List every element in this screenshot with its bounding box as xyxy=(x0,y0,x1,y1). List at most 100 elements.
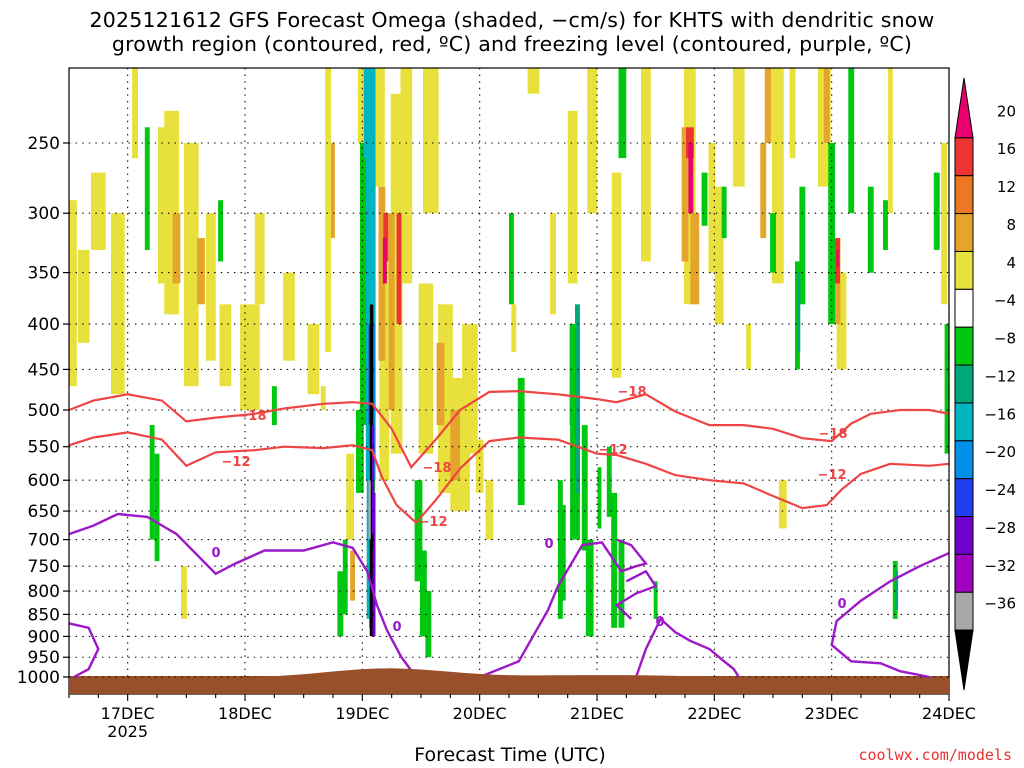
y-tick-label: 350 xyxy=(28,264,60,284)
omega-cell xyxy=(420,550,427,637)
contour-label: 0 xyxy=(392,620,401,635)
omega-cell xyxy=(567,110,578,284)
colorbar-swatch xyxy=(954,478,974,518)
contour-label: −18 xyxy=(819,427,848,442)
omega-cell xyxy=(533,57,539,59)
omega-cell xyxy=(447,57,454,59)
omega-cell xyxy=(810,57,815,59)
omega-cell xyxy=(688,143,694,214)
y-axis: 2503003504004505005506006507007508008509… xyxy=(17,134,69,688)
omega-cell xyxy=(708,143,716,273)
omega-cell xyxy=(629,57,634,59)
colorbar-swatch xyxy=(954,364,974,404)
y-tick-label: 450 xyxy=(28,360,60,380)
x-axis: 17DEC 18DEC 19DEC 20DEC 21DEC 22DEC 23DEC 24DEC… xyxy=(68,694,976,741)
omega-cell xyxy=(418,283,434,454)
omega-cell xyxy=(408,57,414,59)
colorbar-label: 12 xyxy=(997,178,1016,196)
omega-cell xyxy=(581,425,588,551)
colorbar-swatch xyxy=(954,213,974,252)
omega-cell xyxy=(633,57,639,59)
omega-cell xyxy=(585,539,594,637)
omega-cell xyxy=(848,68,855,214)
omega-cell xyxy=(181,566,187,619)
omega-cell xyxy=(337,571,344,637)
x-tick-label: 24DEC xyxy=(922,704,976,723)
omega-shading xyxy=(69,57,949,658)
colorbar-label: −20 xyxy=(984,443,1016,461)
omega-cell xyxy=(325,68,332,352)
omega-cell xyxy=(69,200,77,387)
colorbar-swatch xyxy=(954,326,974,366)
title-line-1: 2025121612 GFS Forecast Omega (shaded, −… xyxy=(89,8,935,32)
y-tick-label: 700 xyxy=(28,531,60,551)
colorbar-label: 4 xyxy=(1006,254,1016,272)
y-tick-label: 750 xyxy=(28,557,60,577)
omega-cell xyxy=(363,68,376,159)
contour-label: 0 xyxy=(837,597,846,612)
omega-cell xyxy=(575,304,580,493)
omega-cell xyxy=(621,57,631,59)
omega-cell xyxy=(746,324,751,370)
omega-cell xyxy=(618,539,625,628)
omega-cell xyxy=(356,410,364,493)
colorbar-label: 8 xyxy=(1006,216,1016,234)
omega-cell xyxy=(307,324,320,395)
omega-cell xyxy=(158,127,166,284)
grid-lines xyxy=(69,68,950,694)
omega-cell xyxy=(376,57,385,59)
colorbar-label: −12 xyxy=(984,367,1016,385)
colorbar-swatch xyxy=(954,591,974,631)
omega-cell xyxy=(789,68,796,159)
contour-label: −12 xyxy=(818,468,847,483)
omega-cell xyxy=(550,213,556,315)
omega-cell xyxy=(681,127,689,262)
omega-cell xyxy=(926,57,933,59)
omega-cell xyxy=(682,57,689,59)
contours xyxy=(69,389,949,679)
colorbar-swatch xyxy=(954,77,974,139)
omega-cell xyxy=(666,57,675,59)
omega-cell xyxy=(450,410,461,481)
contour-label: −12 xyxy=(222,455,251,470)
omega-cell xyxy=(423,68,439,214)
colorbar-swatch xyxy=(954,629,974,691)
omega-cell xyxy=(371,492,376,637)
omega-cell xyxy=(154,453,160,562)
omega-cell xyxy=(111,213,125,395)
contour-freezing-level xyxy=(634,616,740,678)
omega-cell xyxy=(539,57,547,59)
omega-cell xyxy=(383,213,389,262)
omega-cell xyxy=(527,68,540,94)
omega-cell xyxy=(770,213,776,273)
omega-cell xyxy=(701,172,708,226)
omega-cell xyxy=(603,57,610,59)
omega-cell xyxy=(346,453,354,540)
y-tick-label: 250 xyxy=(28,134,60,154)
omega-cell xyxy=(618,68,627,159)
omega-cell xyxy=(877,57,884,59)
omega-cell xyxy=(836,272,847,370)
omega-cell xyxy=(643,57,653,59)
omega-cell xyxy=(331,143,335,239)
omega-cell xyxy=(933,172,940,250)
omega-cell xyxy=(641,68,651,262)
colorbar-label: −32 xyxy=(984,557,1016,575)
credit-link[interactable]: coolwx.com/models xyxy=(858,746,1012,764)
omega-cell xyxy=(350,550,355,601)
colorbar-label: −36 xyxy=(984,595,1016,613)
y-tick-label: 500 xyxy=(28,401,60,421)
contour-label: −18 xyxy=(618,385,647,400)
y-tick-label: 300 xyxy=(28,204,60,224)
omega-cell xyxy=(732,68,745,187)
omega-cell xyxy=(587,68,597,214)
colorbar-swatch xyxy=(954,440,974,480)
omega-cell xyxy=(400,68,413,284)
omega-cell xyxy=(172,213,181,284)
omega-cell xyxy=(559,505,566,601)
omega-cell xyxy=(721,186,727,239)
plot-frame xyxy=(68,67,950,695)
omega-core xyxy=(371,425,375,535)
y-tick-label: 650 xyxy=(28,502,60,522)
